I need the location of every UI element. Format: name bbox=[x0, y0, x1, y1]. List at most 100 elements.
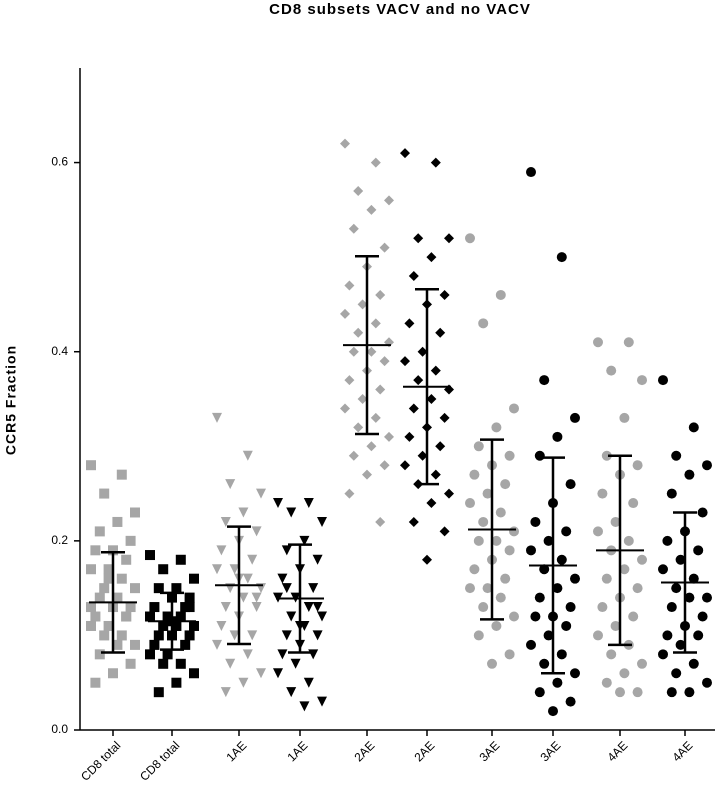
data-point bbox=[229, 564, 240, 575]
data-point bbox=[303, 498, 314, 509]
data-point bbox=[242, 450, 253, 461]
data-point bbox=[158, 564, 169, 575]
data-point bbox=[666, 488, 677, 499]
data-point bbox=[662, 630, 673, 641]
data-point bbox=[504, 649, 515, 660]
data-point bbox=[116, 469, 127, 480]
data-point bbox=[125, 658, 136, 669]
data-point bbox=[439, 412, 450, 423]
data-point bbox=[658, 375, 668, 386]
data-point bbox=[121, 554, 132, 565]
data-point bbox=[99, 488, 110, 499]
data-point bbox=[103, 620, 114, 631]
data-point bbox=[509, 611, 519, 622]
data-point bbox=[473, 630, 484, 641]
data-point bbox=[171, 583, 182, 594]
data-point bbox=[500, 479, 511, 490]
data-point bbox=[277, 573, 288, 584]
data-point bbox=[242, 573, 253, 584]
data-point bbox=[375, 384, 386, 395]
data-point bbox=[408, 516, 419, 527]
data-point bbox=[543, 535, 554, 546]
data-point bbox=[671, 583, 682, 594]
data-point bbox=[125, 602, 136, 613]
data-point bbox=[526, 167, 536, 178]
data-point bbox=[340, 308, 350, 319]
data-point bbox=[348, 450, 359, 461]
data-point bbox=[495, 592, 506, 603]
data-point bbox=[112, 516, 123, 527]
data-point bbox=[94, 526, 105, 537]
data-point bbox=[439, 289, 450, 300]
data-point bbox=[108, 668, 118, 679]
data-point bbox=[552, 431, 563, 442]
data-point bbox=[408, 271, 419, 282]
data-point bbox=[530, 611, 541, 622]
data-point bbox=[225, 658, 236, 669]
data-point bbox=[444, 233, 454, 244]
y-tick-label: 0.4 bbox=[51, 344, 68, 358]
data-point bbox=[238, 677, 249, 688]
data-point bbox=[212, 412, 222, 423]
data-point bbox=[570, 573, 580, 584]
data-point bbox=[348, 223, 359, 234]
data-point bbox=[303, 602, 314, 613]
data-point bbox=[370, 318, 381, 329]
data-point bbox=[565, 479, 576, 490]
data-point bbox=[175, 554, 186, 565]
data-point bbox=[552, 583, 563, 594]
data-point bbox=[286, 611, 297, 622]
data-point bbox=[121, 611, 132, 622]
data-point bbox=[597, 488, 608, 499]
data-point bbox=[212, 639, 222, 650]
data-point bbox=[348, 346, 359, 357]
data-point bbox=[184, 592, 195, 603]
data-point bbox=[601, 573, 612, 584]
data-point bbox=[534, 592, 545, 603]
data-point bbox=[370, 157, 381, 168]
data-point bbox=[251, 526, 262, 537]
data-point bbox=[478, 602, 489, 613]
data-point bbox=[593, 337, 603, 348]
data-point bbox=[482, 488, 493, 499]
data-point bbox=[619, 412, 630, 423]
data-point bbox=[675, 554, 686, 565]
data-point bbox=[495, 507, 506, 518]
y-tick-label: 0.0 bbox=[51, 722, 68, 736]
data-point bbox=[353, 422, 364, 433]
data-point bbox=[184, 602, 195, 613]
data-point bbox=[593, 630, 603, 641]
data-point bbox=[238, 592, 249, 603]
data-point bbox=[189, 668, 199, 679]
data-point bbox=[491, 620, 502, 631]
data-point bbox=[353, 185, 364, 196]
data-point bbox=[158, 658, 169, 669]
data-point bbox=[299, 535, 310, 546]
data-point bbox=[637, 658, 647, 669]
data-point bbox=[509, 403, 519, 414]
data-point bbox=[281, 583, 292, 594]
data-point bbox=[623, 337, 634, 348]
data-point bbox=[384, 431, 394, 442]
data-point bbox=[312, 630, 323, 641]
data-point bbox=[543, 630, 554, 641]
data-point bbox=[561, 620, 572, 631]
data-point bbox=[444, 488, 454, 499]
data-point bbox=[379, 242, 390, 253]
data-point bbox=[317, 696, 327, 707]
data-point bbox=[628, 611, 639, 622]
data-point bbox=[357, 394, 368, 404]
data-point bbox=[426, 252, 437, 263]
data-point bbox=[145, 611, 155, 622]
chart-title: CD8 subsets VACV and no VACV bbox=[269, 1, 531, 18]
data-point bbox=[570, 412, 580, 423]
data-point bbox=[308, 649, 319, 660]
data-point bbox=[149, 639, 160, 650]
data-point bbox=[344, 488, 355, 499]
data-point bbox=[251, 592, 262, 603]
data-point bbox=[162, 649, 173, 660]
data-point bbox=[539, 564, 550, 575]
data-point bbox=[220, 687, 231, 698]
data-point bbox=[400, 460, 410, 471]
data-point bbox=[362, 469, 372, 480]
